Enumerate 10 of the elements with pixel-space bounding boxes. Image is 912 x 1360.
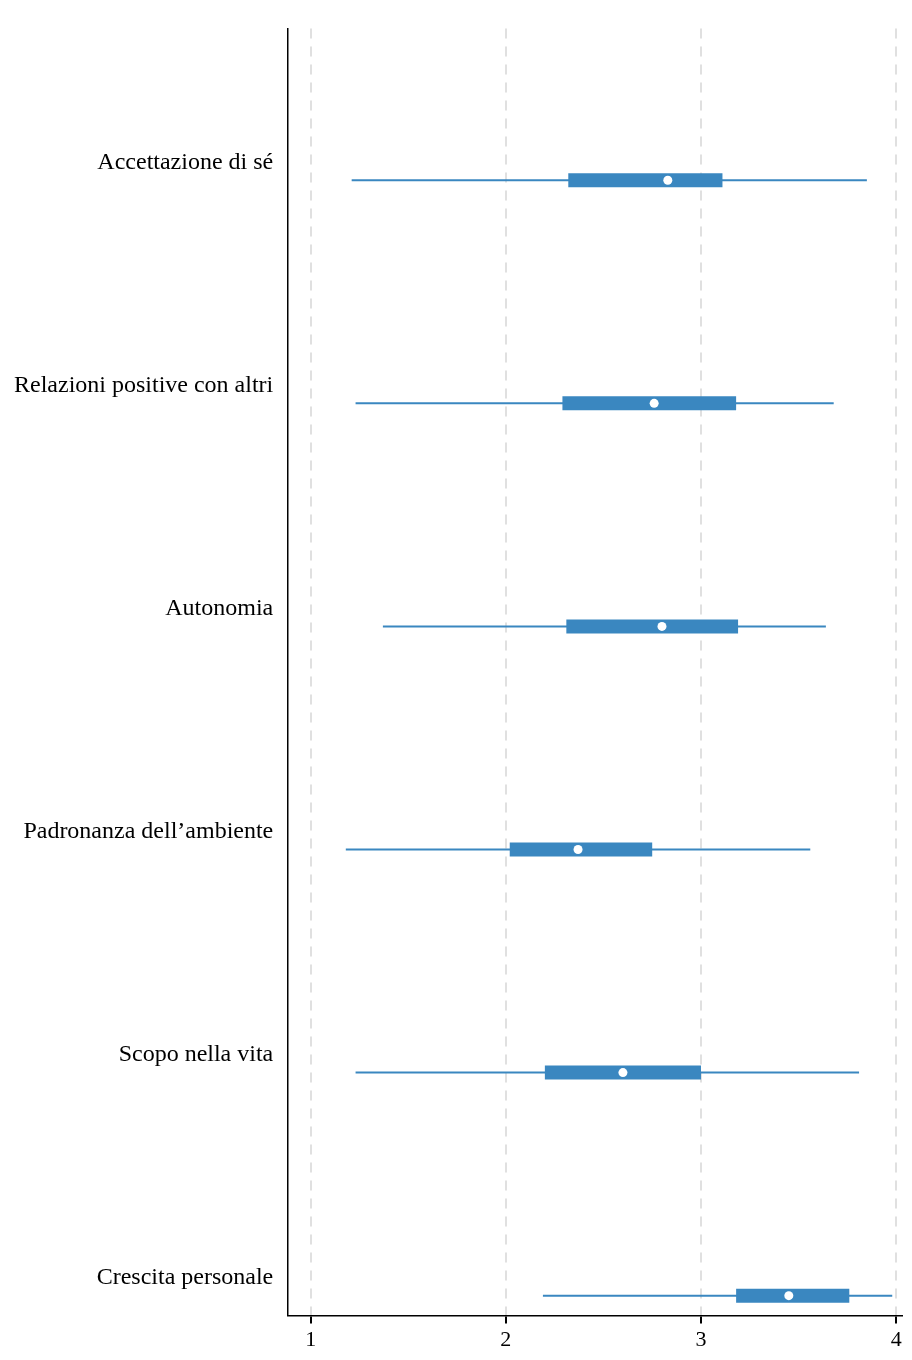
y-tick-label: Accettazione di sé [97,147,274,174]
y-tick-label: Scopo nella vita [118,1039,274,1066]
x-tick-label: 3 [695,1325,707,1351]
x-tick-label: 4 [890,1325,902,1351]
x-tick-label: 2 [500,1325,512,1351]
y-tick-label: Autonomia [165,593,274,620]
y-tick-label: Crescita personale [96,1262,274,1289]
y-tick-label: Relazioni positive con altri [14,370,274,397]
y-tick-label: Padronanza dell’ambiente [23,816,274,843]
x-tick-label: 1 [305,1325,317,1351]
